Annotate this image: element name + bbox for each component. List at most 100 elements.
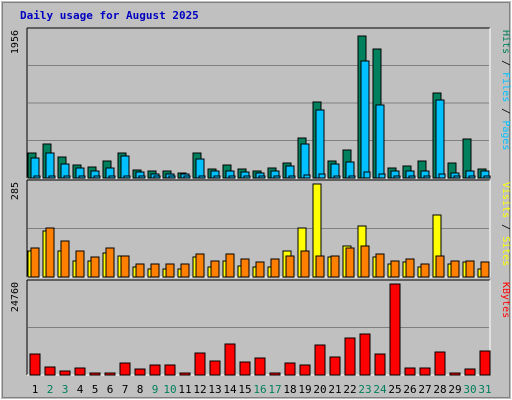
bar-visits xyxy=(60,240,70,278)
day-label: 27 xyxy=(418,383,431,396)
bar-visits xyxy=(345,247,355,278)
bar-kbytes xyxy=(449,372,461,376)
day-label: 8 xyxy=(137,383,144,396)
bar-kbytes xyxy=(74,367,86,376)
bar-kbytes xyxy=(284,362,296,376)
bar-pages xyxy=(258,175,266,179)
bar-kbytes xyxy=(164,364,176,376)
bar-pages xyxy=(378,173,386,179)
bar-visits xyxy=(180,263,190,278)
bar-visits xyxy=(285,255,295,278)
bar-visits xyxy=(195,253,205,278)
bar-visits xyxy=(165,263,175,278)
legend-sites: Sites xyxy=(500,236,511,266)
bar-files xyxy=(375,104,385,179)
day-label: 15 xyxy=(238,383,251,396)
bar-kbytes xyxy=(239,361,251,376)
bar-kbytes xyxy=(179,372,191,376)
day-label: 28 xyxy=(433,383,446,396)
bar-pages xyxy=(333,175,341,179)
day-label: 4 xyxy=(77,383,84,396)
series-pages xyxy=(33,171,491,179)
day-label: 23 xyxy=(358,383,371,396)
bar-kbytes xyxy=(299,364,311,376)
bar-pages xyxy=(213,175,221,179)
bar-visits xyxy=(75,250,85,278)
bar-files xyxy=(45,152,55,179)
bar-files xyxy=(300,143,310,179)
x-axis-day-labels: 1 2 3 4 5 6 7 8 9 10 11 12 13 14 15 16 17 18 19 20 21 22 23 24 2… xyxy=(32,383,492,396)
day-label: 1 xyxy=(32,383,39,396)
bar-pages xyxy=(453,175,461,179)
legend-labels: KBytes xyxy=(500,282,511,318)
legend-labels: Hits / Files / Pages xyxy=(500,30,511,150)
bar-kbytes xyxy=(404,367,416,376)
bar-kbytes xyxy=(269,372,281,376)
bar-visits xyxy=(105,247,115,278)
bar-kbytes xyxy=(254,357,266,376)
bar-kbytes xyxy=(134,368,146,376)
bar-visits xyxy=(315,255,325,278)
legend-hits: Hits xyxy=(500,30,511,54)
day-label: 14 xyxy=(223,383,237,396)
day-label: 2 xyxy=(47,383,54,396)
bar-pages xyxy=(168,175,176,179)
bar-visits xyxy=(480,261,490,278)
bar-visits xyxy=(420,263,430,278)
legend-kbytes: KBytes xyxy=(500,282,511,318)
day-label: 29 xyxy=(448,383,461,396)
bar-kbytes xyxy=(464,368,476,376)
bar-pages xyxy=(348,175,356,179)
bar-pages xyxy=(303,174,311,179)
bar-pages xyxy=(138,175,146,179)
bar-files xyxy=(315,109,325,179)
bar-files xyxy=(360,60,370,179)
bar-kbytes xyxy=(389,283,401,376)
bar-pages xyxy=(483,175,491,179)
bar-visits xyxy=(225,253,235,278)
bar-pages xyxy=(363,171,371,179)
day-label: 30 xyxy=(463,383,476,396)
bar-visits xyxy=(30,247,40,278)
bar-kbytes xyxy=(479,350,491,376)
bar-visits xyxy=(135,263,145,278)
day-label: 17 xyxy=(268,383,281,396)
day-label: 26 xyxy=(403,383,416,396)
bar-visits xyxy=(240,258,250,278)
bar-pages xyxy=(78,175,86,179)
bar-pages xyxy=(183,175,191,179)
legend-visits: Visits xyxy=(500,182,511,218)
bar-kbytes xyxy=(44,366,56,376)
bar-pages xyxy=(33,175,41,179)
bar-pages xyxy=(423,175,431,179)
bar-pages xyxy=(438,173,446,179)
bar-kbytes xyxy=(329,356,341,376)
bar-kbytes xyxy=(149,364,161,376)
bar-visits xyxy=(330,255,340,278)
bar-kbytes xyxy=(434,351,446,376)
bar-visits xyxy=(210,260,220,278)
day-label: 31 xyxy=(478,383,491,396)
series-files xyxy=(30,60,490,179)
bar-pages xyxy=(408,175,416,179)
bar-pages xyxy=(228,175,236,179)
bar-kbytes xyxy=(224,343,236,376)
day-label: 12 xyxy=(193,383,206,396)
day-label: 5 xyxy=(92,383,99,396)
legend-labels: Visits / Sites xyxy=(500,182,511,266)
bar-pages xyxy=(153,175,161,179)
day-label: 24 xyxy=(373,383,387,396)
bar-visits xyxy=(90,256,100,278)
bar-files xyxy=(120,155,130,179)
bar-visits xyxy=(45,227,55,278)
day-label: 20 xyxy=(313,383,326,396)
bar-kbytes xyxy=(29,353,41,376)
bar-visits xyxy=(465,260,475,278)
bar-pages xyxy=(468,175,476,179)
day-label: 19 xyxy=(298,383,311,396)
bar-visits xyxy=(150,263,160,278)
y-axis-max-label: 24760 xyxy=(10,282,21,312)
day-label: 21 xyxy=(328,383,341,396)
